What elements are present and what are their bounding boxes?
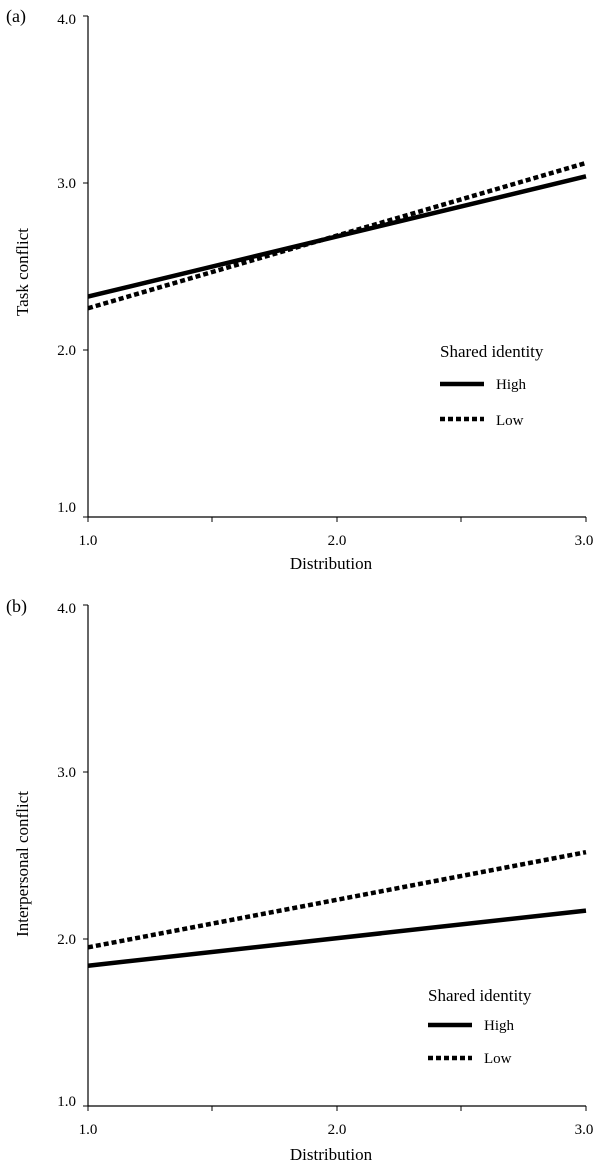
y-tick-label: 1.0 bbox=[57, 500, 76, 516]
x-tick-label: 1.0 bbox=[79, 533, 98, 549]
y-tick-label: 3.0 bbox=[57, 176, 76, 192]
x-tick-label: 3.0 bbox=[575, 1122, 594, 1138]
y-tick-label: 2.0 bbox=[57, 932, 76, 948]
legend-title: Shared identity bbox=[428, 986, 532, 1005]
series-line-high bbox=[87, 908, 587, 968]
legend-label-low: Low bbox=[496, 413, 524, 429]
series-line-low bbox=[87, 849, 587, 950]
y-tick-label: 3.0 bbox=[57, 765, 76, 781]
legend: Shared identity High Low bbox=[440, 342, 544, 429]
legend-label-high: High bbox=[484, 1018, 515, 1034]
legend-label-low: Low bbox=[484, 1051, 512, 1067]
x-axis-title: Distribution bbox=[290, 554, 373, 573]
x-tick-label: 2.0 bbox=[328, 533, 347, 549]
panel-label: (b) bbox=[6, 596, 27, 617]
y-axis-title: Interpersonal conflict bbox=[13, 791, 32, 937]
x-tick-label: 1.0 bbox=[79, 1122, 98, 1138]
panel-label: (a) bbox=[6, 6, 26, 27]
legend-label-high: High bbox=[496, 377, 527, 393]
x-tick-label: 3.0 bbox=[575, 533, 594, 549]
y-tick-label: 2.0 bbox=[57, 343, 76, 359]
y-axis-title: Task conflict bbox=[13, 228, 32, 316]
legend-title: Shared identity bbox=[440, 342, 544, 361]
legend: Shared identity High Low bbox=[428, 986, 532, 1067]
y-tick-label: 4.0 bbox=[57, 12, 76, 28]
chart-panel-b: (b) 1.0 2.0 3.0 4.0 1.0 2.0 3.0 Distribu… bbox=[6, 596, 593, 1164]
y-tick-label: 1.0 bbox=[57, 1094, 76, 1110]
x-axis-title: Distribution bbox=[290, 1145, 373, 1164]
chart-panel-a: (a) 1.0 2.0 3.0 4.0 1.0 2.0 3.0 Distribu… bbox=[6, 6, 593, 573]
x-tick-label: 2.0 bbox=[328, 1122, 347, 1138]
y-tick-label: 4.0 bbox=[57, 601, 76, 617]
series-line-low bbox=[87, 160, 587, 311]
